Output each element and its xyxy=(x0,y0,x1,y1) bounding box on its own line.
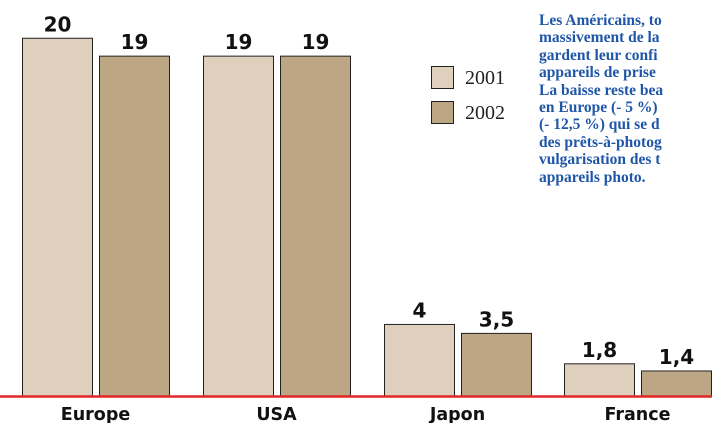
category-label: USA xyxy=(256,405,297,423)
category-label: France xyxy=(605,405,671,423)
category-label: Japon xyxy=(429,405,485,423)
data-label: 20 xyxy=(44,12,72,36)
bar-france-2002 xyxy=(641,370,712,397)
legend-swatch-2002 xyxy=(431,101,454,124)
annotation-line: La baisse reste bea xyxy=(539,81,664,99)
data-label: 19 xyxy=(302,30,330,54)
legend-swatch-2001 xyxy=(431,66,454,89)
bar-france-2001 xyxy=(564,363,635,397)
bar-usa-2002 xyxy=(280,55,351,397)
bar-japon-2002 xyxy=(461,332,532,397)
data-label: 4 xyxy=(413,298,427,322)
data-label: 3,5 xyxy=(479,307,514,331)
bar-usa-2001 xyxy=(203,55,274,397)
legend-label: 2001 xyxy=(465,67,505,89)
bar-europe-2002 xyxy=(99,55,170,397)
bar-japon-2001 xyxy=(384,323,455,397)
annotation-line: appareils de prise xyxy=(539,64,656,82)
bar-europe-2001 xyxy=(22,37,93,397)
data-label: 19 xyxy=(121,30,149,54)
category-label: Europe xyxy=(61,405,131,423)
data-label: 1,8 xyxy=(582,338,617,362)
annotation-line: des prêts-à-photog xyxy=(539,133,662,151)
data-label: 19 xyxy=(225,30,253,54)
annotation-line: Les Américains, to xyxy=(539,12,662,29)
annotation-line: vulgarisation des t xyxy=(539,151,661,169)
annotation-line: (- 12,5 %) qui se d xyxy=(539,116,660,134)
data-label: 1,4 xyxy=(659,345,694,369)
annotation-line: appareils photo. xyxy=(539,168,646,186)
annotation-line: massivement de la xyxy=(539,29,660,47)
annotation-line: en Europe (- 5 %) xyxy=(539,99,658,117)
annotation-line: gardent leur confi xyxy=(539,46,658,64)
annotation-text: Les Américains, to massivement de la gar… xyxy=(539,12,712,186)
legend-label: 2002 xyxy=(465,102,505,124)
